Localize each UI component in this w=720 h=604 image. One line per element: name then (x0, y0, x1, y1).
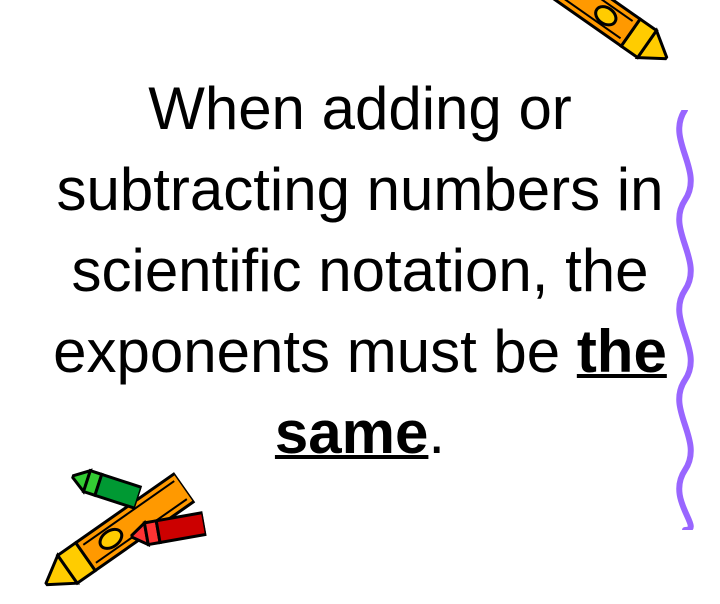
text-period: . (428, 399, 445, 466)
text-main: When adding or subtracting numbers in sc… (53, 75, 663, 385)
slide-content: When adding or subtracting numbers in sc… (0, 0, 720, 540)
slide-text: When adding or subtracting numbers in sc… (40, 68, 680, 473)
